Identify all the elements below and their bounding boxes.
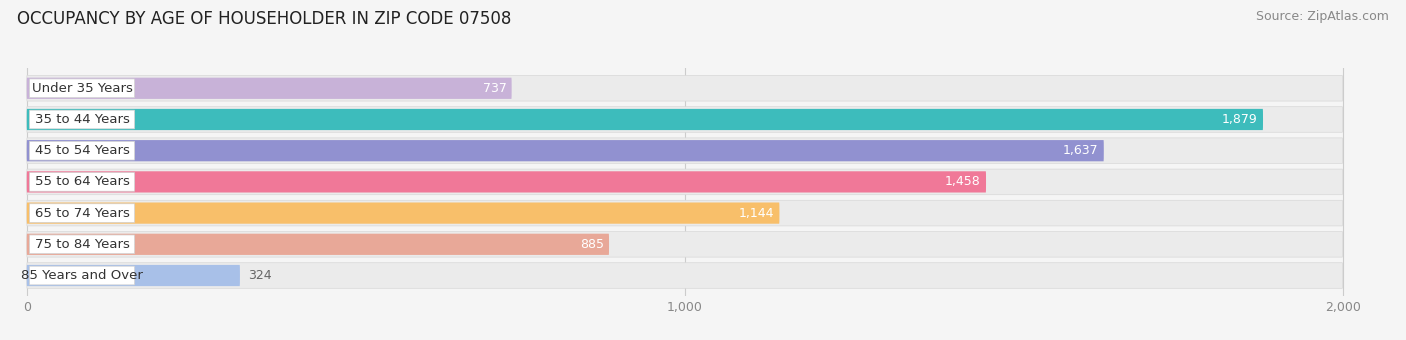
Text: 1,879: 1,879 <box>1222 113 1258 126</box>
FancyBboxPatch shape <box>27 234 609 255</box>
Text: 737: 737 <box>482 82 506 95</box>
FancyBboxPatch shape <box>30 235 135 254</box>
FancyBboxPatch shape <box>30 204 135 222</box>
Text: 885: 885 <box>579 238 603 251</box>
FancyBboxPatch shape <box>27 171 986 192</box>
Text: 1,637: 1,637 <box>1063 144 1098 157</box>
Text: 1,144: 1,144 <box>738 207 775 220</box>
FancyBboxPatch shape <box>30 141 135 160</box>
Text: 35 to 44 Years: 35 to 44 Years <box>35 113 129 126</box>
Text: 85 Years and Over: 85 Years and Over <box>21 269 143 282</box>
FancyBboxPatch shape <box>27 109 1263 130</box>
FancyBboxPatch shape <box>27 78 512 99</box>
FancyBboxPatch shape <box>30 266 135 285</box>
Text: 45 to 54 Years: 45 to 54 Years <box>35 144 129 157</box>
Text: Source: ZipAtlas.com: Source: ZipAtlas.com <box>1256 10 1389 23</box>
FancyBboxPatch shape <box>27 203 779 224</box>
FancyBboxPatch shape <box>30 79 135 98</box>
FancyBboxPatch shape <box>30 173 135 191</box>
Text: 324: 324 <box>247 269 271 282</box>
FancyBboxPatch shape <box>27 138 1343 164</box>
Text: 55 to 64 Years: 55 to 64 Years <box>35 175 129 188</box>
FancyBboxPatch shape <box>27 75 1343 101</box>
FancyBboxPatch shape <box>27 263 1343 288</box>
FancyBboxPatch shape <box>27 200 1343 226</box>
Text: 75 to 84 Years: 75 to 84 Years <box>35 238 129 251</box>
FancyBboxPatch shape <box>27 169 1343 195</box>
Text: OCCUPANCY BY AGE OF HOUSEHOLDER IN ZIP CODE 07508: OCCUPANCY BY AGE OF HOUSEHOLDER IN ZIP C… <box>17 10 512 28</box>
FancyBboxPatch shape <box>30 110 135 129</box>
FancyBboxPatch shape <box>27 140 1104 161</box>
FancyBboxPatch shape <box>27 107 1343 132</box>
Text: 1,458: 1,458 <box>945 175 981 188</box>
FancyBboxPatch shape <box>27 265 240 286</box>
Text: Under 35 Years: Under 35 Years <box>31 82 132 95</box>
FancyBboxPatch shape <box>27 232 1343 257</box>
Text: 65 to 74 Years: 65 to 74 Years <box>35 207 129 220</box>
